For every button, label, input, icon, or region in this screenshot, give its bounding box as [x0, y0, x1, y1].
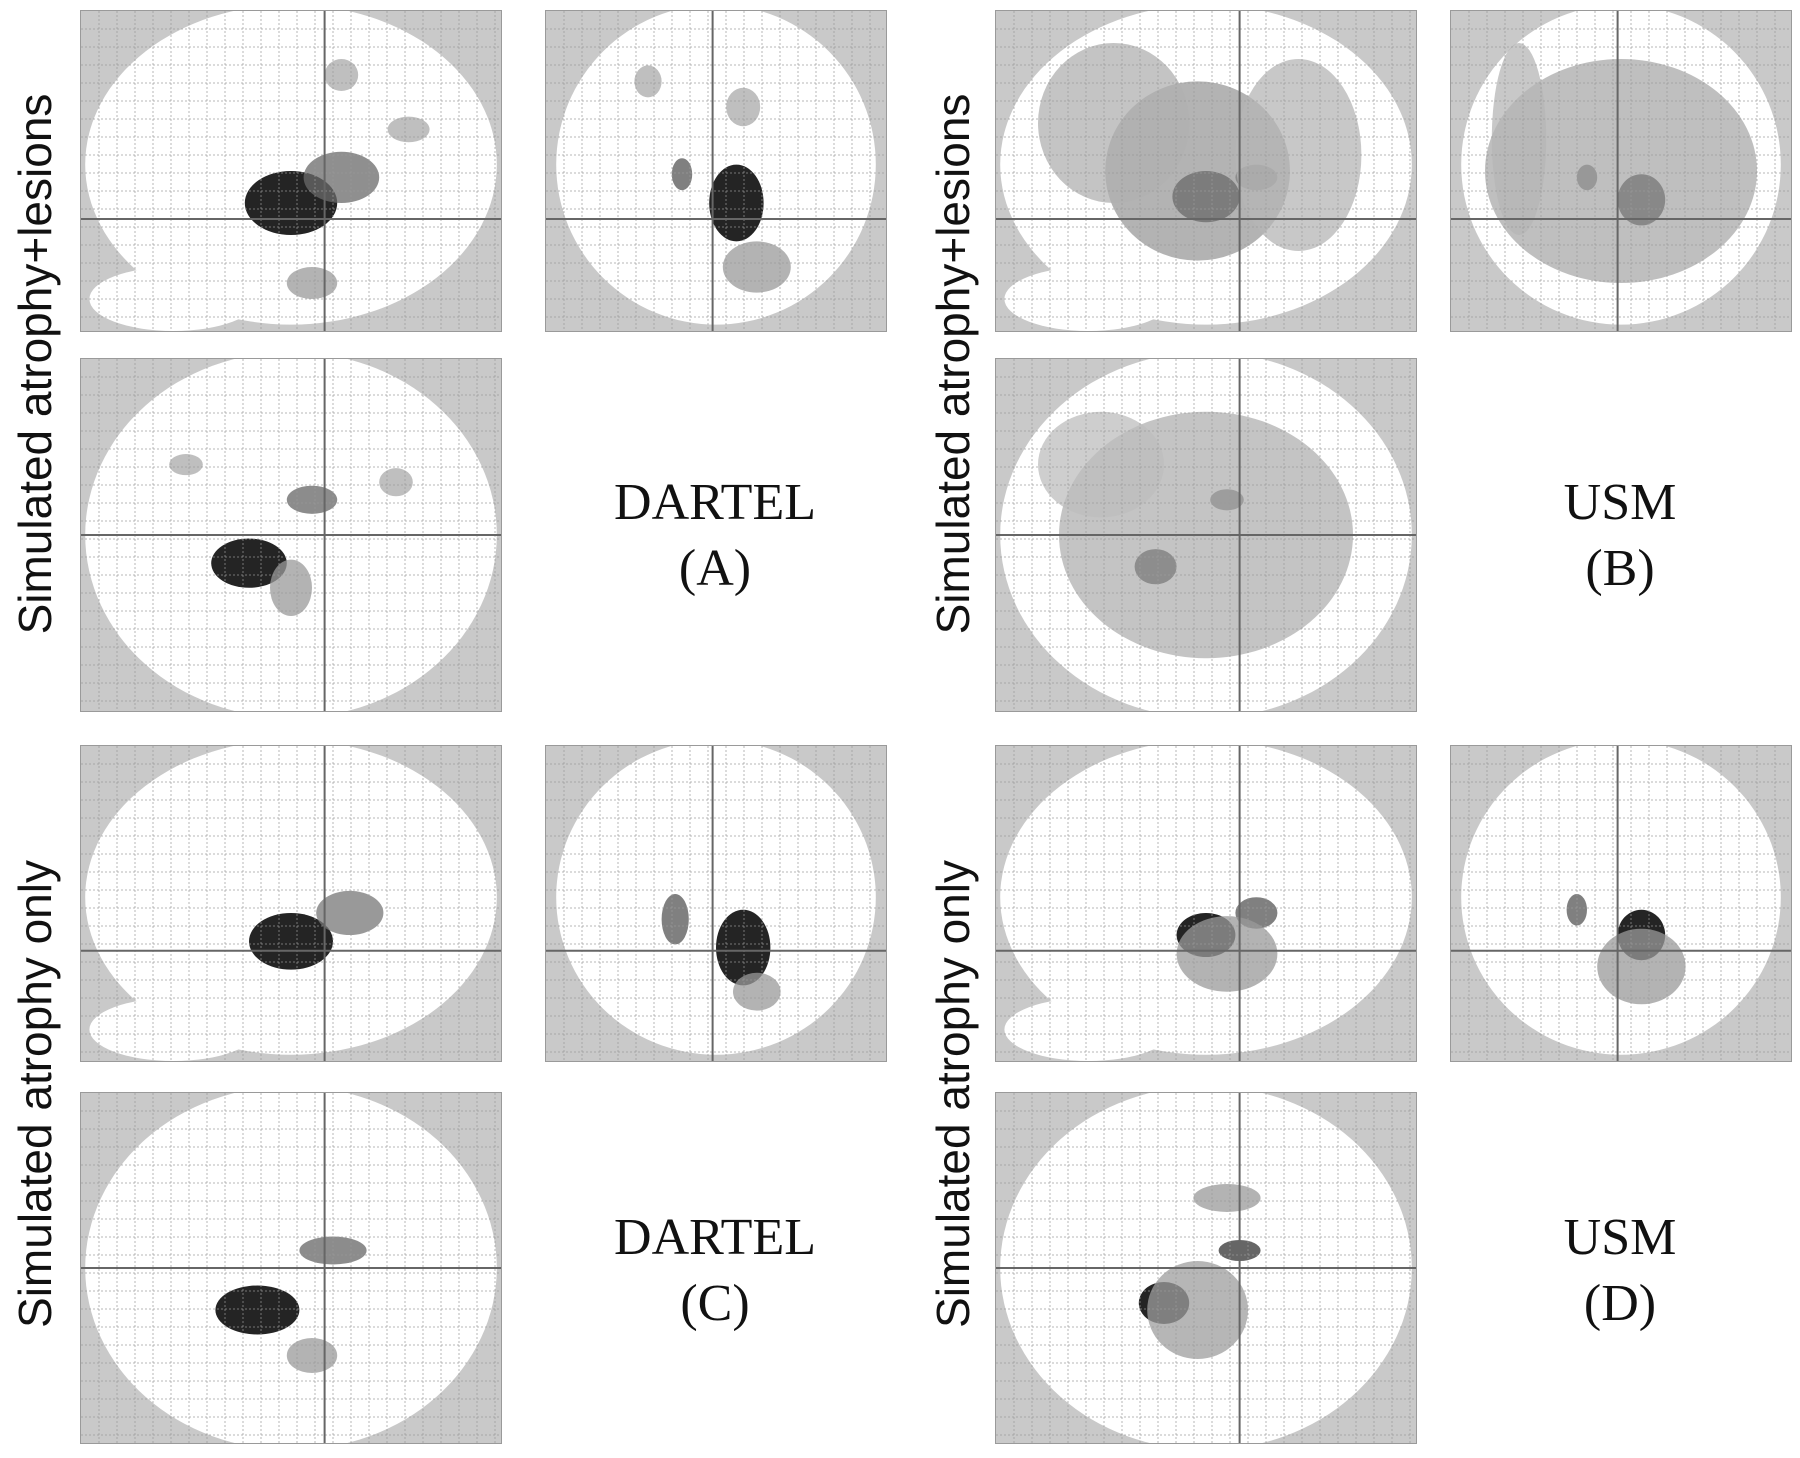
coronal-view	[545, 10, 887, 332]
coronal-view	[1450, 10, 1792, 332]
panel-b: Simulated atrophy+lesions USM (B)	[900, 0, 1800, 728]
activation-blob	[1176, 916, 1278, 992]
row-label: Simulated atrophy+lesions	[927, 93, 979, 635]
panel-letter: (A)	[678, 540, 752, 597]
brain-silhouette	[556, 746, 876, 1055]
method-name: USM	[1563, 1209, 1677, 1266]
method-name: USM	[1563, 474, 1677, 531]
cor-mip-drawing	[546, 11, 886, 331]
activation-blob	[1038, 411, 1164, 518]
activation-blob	[316, 890, 384, 935]
sagittal-view	[995, 10, 1417, 332]
activation-blob	[733, 972, 781, 1011]
activation-blob	[286, 1338, 338, 1373]
activation-blob	[661, 894, 689, 945]
cor-mip-drawing	[1451, 11, 1791, 331]
activation-blob	[671, 158, 693, 191]
panel-letter: (C)	[680, 1275, 750, 1332]
cor-mip-drawing	[546, 746, 886, 1061]
activation-blob	[270, 559, 312, 616]
method-name: DARTEL	[614, 474, 816, 531]
sagittal-view	[80, 745, 502, 1062]
activation-blob	[1235, 59, 1362, 251]
sag-mip-drawing	[81, 11, 501, 331]
activation-blob	[286, 267, 338, 299]
activation-blob	[387, 116, 430, 143]
brain-silhouette	[556, 11, 876, 325]
cerebellum-silhouette	[89, 998, 258, 1061]
panel-d: Simulated atrophy only USM (D)	[900, 730, 1800, 1458]
axial-view	[80, 358, 502, 712]
cor-mip-drawing	[1451, 746, 1791, 1061]
sag-mip-drawing	[996, 11, 1416, 331]
sagittal-view	[80, 10, 502, 332]
brain-silhouette	[85, 11, 497, 325]
activation-blob	[1147, 1261, 1248, 1359]
axial-view	[80, 1092, 502, 1444]
activation-blob	[303, 151, 380, 203]
axi-mip-drawing	[996, 359, 1416, 711]
axial-view	[995, 358, 1417, 712]
axi-mip-drawing	[81, 1093, 501, 1443]
axial-view	[995, 1092, 1417, 1444]
activation-blob	[726, 87, 761, 127]
activation-blob	[709, 164, 764, 242]
row-label: Simulated atrophy only	[9, 860, 61, 1328]
activation-blob	[634, 65, 662, 98]
panel-letter: (D)	[1583, 1275, 1657, 1332]
activation-blob	[716, 909, 771, 986]
activation-blob	[1491, 43, 1547, 235]
method-label: DARTEL (C)	[545, 1205, 885, 1337]
coronal-view	[545, 745, 887, 1062]
axi-mip-drawing	[996, 1093, 1416, 1443]
cerebellum-silhouette	[1004, 998, 1173, 1061]
method-label: USM (B)	[1450, 470, 1790, 602]
activation-blob	[215, 1285, 300, 1335]
activation-blob	[169, 454, 203, 476]
panel-a: Simulated atrophy+lesions DARTEL (A)	[0, 0, 900, 728]
sag-mip-drawing	[996, 746, 1416, 1061]
sagittal-view	[995, 745, 1417, 1062]
row-label: Simulated atrophy only	[927, 860, 979, 1328]
sag-mip-drawing	[81, 746, 501, 1061]
method-label: USM (D)	[1450, 1205, 1790, 1337]
activation-blob	[722, 241, 791, 293]
activation-blob	[379, 468, 413, 497]
panel-c: Simulated atrophy only DARTEL (C)	[0, 730, 900, 1458]
activation-blob	[324, 59, 359, 91]
axi-mip-drawing	[81, 359, 501, 711]
activation-blob	[1038, 43, 1190, 203]
activation-blob	[1193, 1184, 1261, 1212]
method-label: DARTEL (A)	[545, 470, 885, 602]
activation-blob	[249, 912, 333, 970]
brain-silhouette	[85, 746, 497, 1055]
brain-silhouette	[1000, 746, 1412, 1055]
method-name: DARTEL	[614, 1209, 816, 1266]
activation-blob	[1566, 894, 1587, 926]
panel-letter: (B)	[1585, 540, 1655, 597]
brain-silhouette	[1461, 746, 1781, 1055]
row-label: Simulated atrophy+lesions	[9, 93, 61, 635]
coronal-view	[1450, 745, 1792, 1062]
activation-blob	[286, 485, 338, 514]
activation-blob	[1597, 928, 1686, 1005]
